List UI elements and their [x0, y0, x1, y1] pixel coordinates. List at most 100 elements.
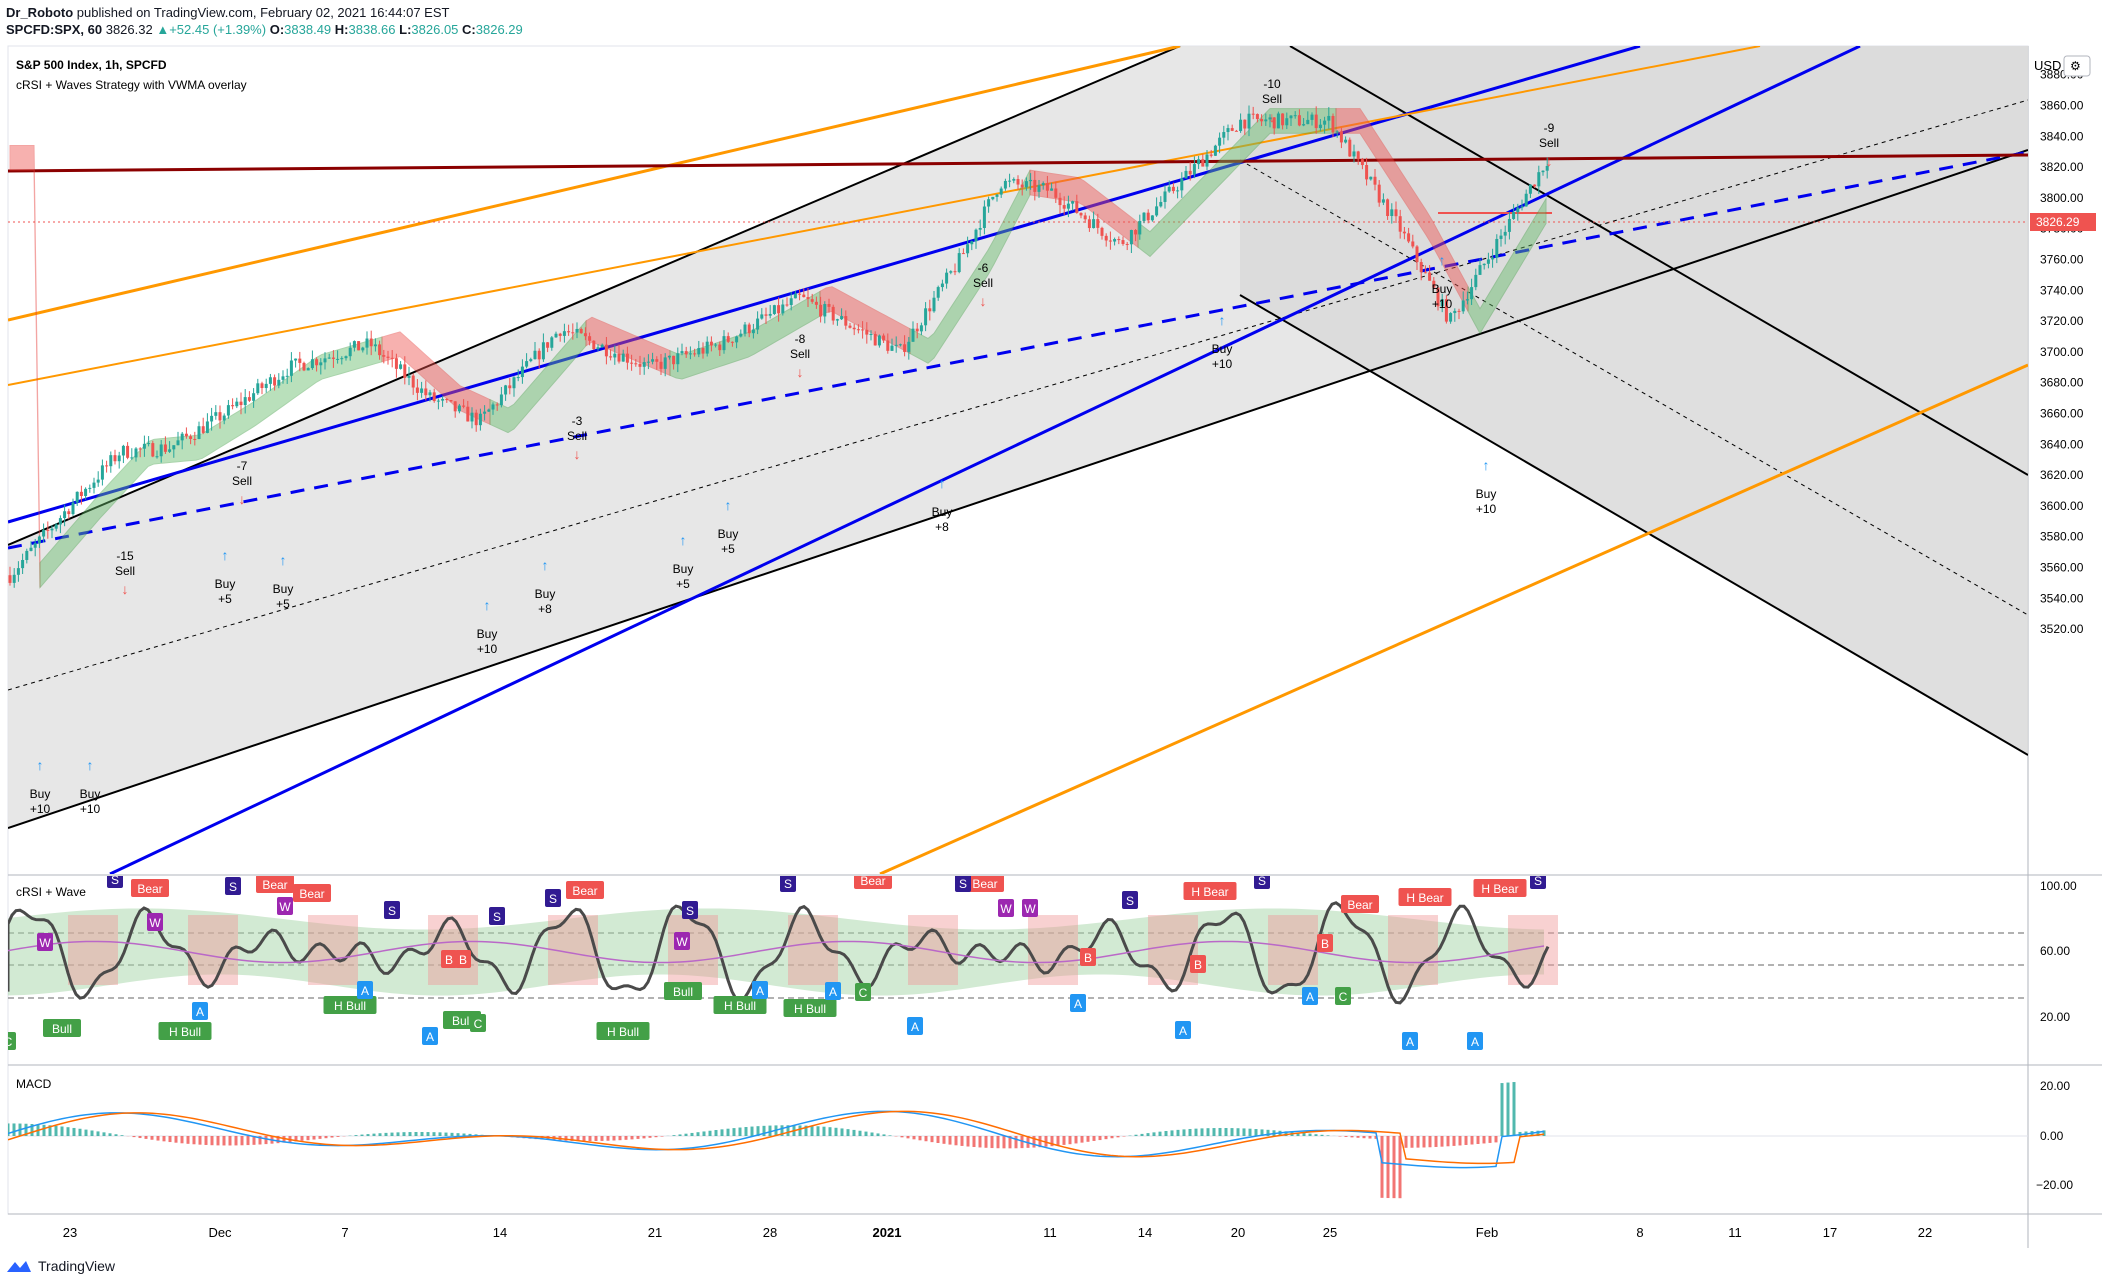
- time-tick: 14: [493, 1225, 507, 1240]
- candle-body: [558, 333, 562, 336]
- crsi-tag-box: [1302, 987, 1318, 1005]
- crsi-tag-h-bull: H Bull: [323, 996, 377, 1014]
- macd-histogram-bar: [1104, 1136, 1108, 1140]
- buy-signal: ↑ Buy+8: [932, 475, 953, 534]
- crsi-tag-b: B: [1080, 948, 1096, 966]
- macd-histogram-bar: [1218, 1127, 1222, 1136]
- down-channel-top: [1289, 46, 2028, 476]
- macd-histogram-bar: [420, 1131, 424, 1136]
- price-tick: 3820.00: [2040, 160, 2084, 174]
- macd-signal-line: [8, 1110, 1545, 1165]
- candle-body: [1507, 218, 1511, 232]
- macd-histogram-bar: [1230, 1128, 1234, 1136]
- sell-arrow-icon: ↓: [574, 446, 581, 462]
- candle-body: [1129, 230, 1133, 245]
- candle-body: [831, 306, 835, 321]
- macd-histogram-bar: [48, 1125, 52, 1136]
- crsi-tag-h-bull: H Bull: [783, 999, 837, 1017]
- signal-value: -15: [116, 549, 134, 563]
- macd-title: MACD: [16, 1077, 52, 1091]
- macd-histogram-bar: [1056, 1136, 1060, 1146]
- candle-body: [1407, 233, 1411, 242]
- candle-body: [1281, 113, 1285, 126]
- candle-body: [130, 457, 134, 459]
- crsi-tag-box: [854, 876, 892, 889]
- crsi-tag-label: W: [1024, 902, 1036, 916]
- candle-body: [67, 511, 71, 515]
- signal-label: Buy: [80, 787, 101, 801]
- macd-histogram-bar: [1260, 1129, 1264, 1136]
- candle-body: [1373, 176, 1377, 185]
- candle-body: [735, 336, 739, 343]
- macd-histogram-bar: [588, 1136, 592, 1142]
- candle-body: [1486, 259, 1490, 264]
- candle-body: [1003, 180, 1007, 189]
- price-tick: 3860.00: [2040, 99, 2084, 113]
- candle-body: [16, 568, 20, 575]
- candle-body: [96, 479, 100, 483]
- settings-button[interactable]: [2063, 55, 2091, 77]
- candle-body: [512, 377, 516, 389]
- candle-body: [235, 401, 239, 407]
- candle-body: [810, 299, 814, 302]
- candle-body: [432, 392, 436, 402]
- candle-body: [655, 359, 659, 362]
- settings-gear-icon[interactable]: ⚙: [2070, 59, 2081, 73]
- candle-body: [1083, 215, 1087, 220]
- macd-histogram-bar: [810, 1125, 814, 1136]
- macd-histogram-bar: [84, 1129, 88, 1136]
- candle-body: [1331, 115, 1335, 133]
- buy-arrow-icon: ↑: [222, 547, 229, 563]
- signal-label: Buy: [215, 577, 236, 591]
- crsi-tag-box: [1530, 876, 1546, 889]
- crsi-tag-c: C: [1335, 987, 1351, 1005]
- close-value: 3826.29: [475, 22, 523, 37]
- candle-body: [12, 574, 16, 583]
- crsi-tag-box: [8, 1032, 16, 1050]
- macd-histogram-bar: [78, 1128, 82, 1136]
- candle-body: [840, 316, 844, 320]
- author[interactable]: Dr_Roboto: [6, 5, 74, 20]
- candle-body: [907, 341, 911, 352]
- crsi-tag-label: C: [474, 1017, 483, 1031]
- time-tick: 14: [1138, 1225, 1152, 1240]
- price-tick: 3680.00: [2040, 376, 2084, 390]
- candle-body: [1012, 179, 1016, 181]
- candle-body: [218, 412, 222, 421]
- crsi-tag-s: S: [955, 876, 971, 892]
- signal-value: +10: [30, 802, 51, 816]
- candle-body: [256, 383, 260, 394]
- candle-body: [1318, 124, 1322, 129]
- candle-body: [1163, 191, 1167, 202]
- macd-histogram-bar: [24, 1123, 28, 1136]
- candle-body: [289, 360, 293, 376]
- candle-body: [756, 318, 760, 330]
- candle-body: [798, 293, 802, 295]
- candle-body: [373, 344, 377, 347]
- candle-body: [1293, 115, 1297, 117]
- macd-histogram-bar: [720, 1129, 724, 1136]
- tradingview-logo[interactable]: TradingView: [6, 1258, 115, 1274]
- candle-body: [42, 529, 46, 537]
- crsi-tag-box: [147, 913, 163, 931]
- signals: ↑Buy+10↑Buy+10-15Sell↓↑Buy+5-7Sell↓↑Buy+…: [30, 77, 1559, 816]
- candle-body: [999, 188, 1003, 195]
- crsi-tag-label: Bear: [972, 877, 997, 891]
- signal-label: Buy: [1212, 342, 1233, 356]
- crsi-bear-zone: [1028, 915, 1078, 985]
- crsi-tag-a: A: [357, 981, 373, 999]
- macd-histogram-bar: [336, 1136, 340, 1137]
- macd-histogram-bar: [192, 1136, 196, 1145]
- candle-body: [319, 362, 323, 366]
- candle-body: [201, 426, 205, 433]
- ribbon-segment: [1335, 108, 1469, 312]
- candle-body: [588, 336, 592, 341]
- macd-histogram-bar: [174, 1136, 178, 1143]
- price-tag-text: 3826.29: [2036, 215, 2080, 229]
- candle-body: [54, 524, 58, 529]
- macd-histogram-bar: [654, 1136, 658, 1138]
- crsi-tag-label: Bull: [673, 985, 693, 999]
- crsi-tag-a: A: [1070, 994, 1086, 1012]
- candle-body: [264, 383, 268, 389]
